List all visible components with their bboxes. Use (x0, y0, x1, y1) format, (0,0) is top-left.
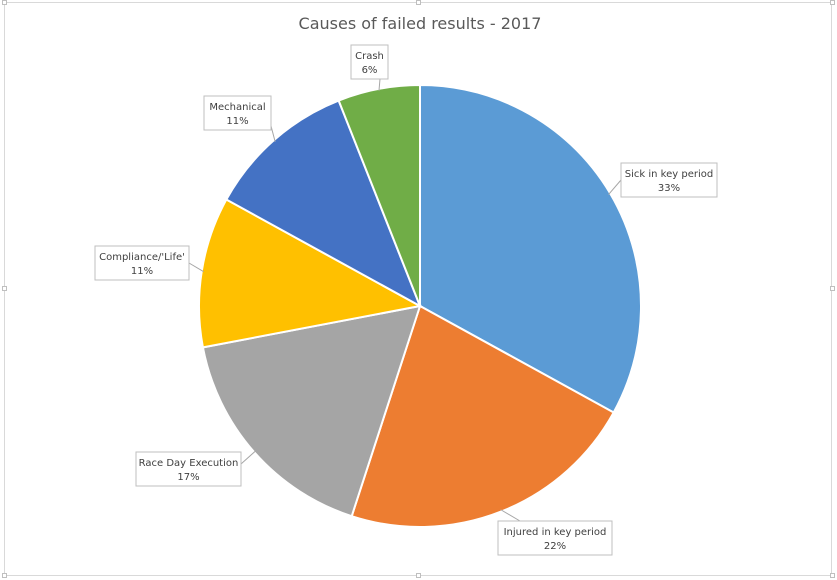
resize-handle-right[interactable] (830, 286, 835, 291)
data-label-box (135, 451, 242, 487)
data-label[interactable]: Injured in key period 22% (497, 520, 613, 556)
resize-handle-bottom-right[interactable] (830, 573, 835, 578)
pie-slice-compliance-life[interactable] (198, 198, 423, 349)
chart-title: Causes of failed results - 2017 (299, 14, 542, 33)
data-label-box (620, 162, 718, 198)
resize-handle-bottom[interactable] (416, 573, 421, 578)
resize-handle-left[interactable] (2, 286, 7, 291)
leader-line (378, 78, 381, 91)
data-label-box (497, 520, 613, 556)
pie-slice-injured-in-key-period[interactable] (350, 304, 616, 528)
data-label-category: Sick in key period (625, 169, 713, 180)
pie-slice-crash[interactable] (337, 83, 421, 307)
data-label-category: Crash (355, 51, 384, 62)
leader-line (240, 450, 257, 465)
data-label[interactable]: Race Day Execution 17% (135, 451, 242, 487)
data-label[interactable]: Compliance/'Life' 11% (94, 245, 190, 281)
data-label-category: Injured in key period (504, 527, 607, 538)
resize-handle-top[interactable] (416, 0, 421, 5)
pie-slice-mechanical[interactable] (224, 99, 422, 309)
resize-handle-bottom-left[interactable] (2, 573, 7, 578)
data-label-percent: 33% (658, 183, 680, 194)
leader-line (188, 262, 204, 273)
leader-line (500, 509, 521, 522)
data-label-percent: 6% (362, 65, 378, 76)
data-label[interactable]: Mechanical 11% (203, 95, 272, 131)
data-label-percent: 11% (226, 116, 248, 127)
resize-handle-top-right[interactable] (830, 0, 835, 5)
data-label-category: Compliance/'Life' (99, 252, 185, 263)
data-label-percent: 17% (177, 472, 199, 483)
data-label-box (94, 245, 190, 281)
pie-slice-sick-in-key-period[interactable] (419, 83, 642, 414)
data-label-percent: 11% (131, 266, 153, 277)
slices-layer (198, 83, 642, 528)
data-label[interactable]: Sick in key period 33% (620, 162, 718, 198)
data-label-category: Mechanical (209, 102, 265, 113)
labels-layer: Sick in key period 33% Injured in key peri… (94, 44, 718, 556)
data-label-percent: 22% (544, 541, 566, 552)
data-label-box (203, 95, 272, 131)
leader-line (270, 125, 276, 142)
resize-handle-top-left[interactable] (2, 0, 7, 5)
data-label-category: Race Day Execution (139, 458, 239, 469)
data-label-box (350, 44, 389, 80)
data-label[interactable]: Crash 6% (350, 44, 389, 80)
leader-line (608, 179, 622, 195)
